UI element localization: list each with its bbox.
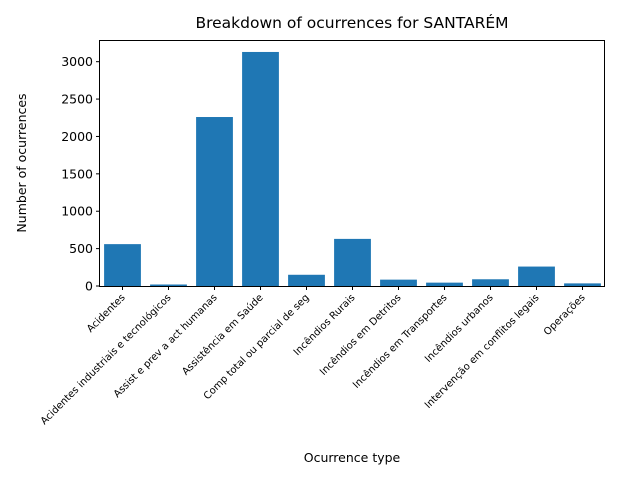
y-tick-label: 500: [69, 241, 93, 256]
bar: [104, 244, 141, 286]
bar: [564, 283, 601, 286]
y-tick-label: 2000: [61, 129, 93, 144]
bars-group: [104, 51, 601, 287]
x-axis-label: Ocurrence type: [304, 450, 401, 465]
plot-frame: [99, 40, 605, 287]
y-axis-label: Number of ocurrences: [14, 93, 29, 232]
y-tick-label: 2500: [61, 92, 93, 107]
y-tick-label: 1500: [61, 166, 93, 181]
y-tick-label: 1000: [61, 204, 93, 219]
x-tick-label: Operações: [542, 292, 588, 338]
x-tick-label: Incêndios em Transportes: [350, 292, 449, 391]
bar: [380, 279, 417, 286]
bar: [518, 266, 555, 286]
y-axis-ticks: 0 500 1000 1500 2000 2500 3000: [61, 54, 100, 294]
y-tick-label: 3000: [61, 54, 93, 69]
bar: [334, 238, 371, 286]
y-tick-label: 0: [85, 279, 93, 294]
bar: [242, 51, 279, 287]
bar: [472, 279, 509, 286]
bar: [426, 282, 463, 286]
bar: [196, 117, 233, 287]
x-tick-label: Incêndios em Detritos: [317, 292, 403, 378]
x-tick-label: Acidentes: [85, 292, 127, 334]
chart-title: Breakdown of ocurrences for SANTARÉM: [195, 13, 508, 32]
bar: [150, 284, 187, 286]
bar: [288, 274, 325, 286]
x-tick-label: Assistência em Saúde: [180, 292, 266, 378]
